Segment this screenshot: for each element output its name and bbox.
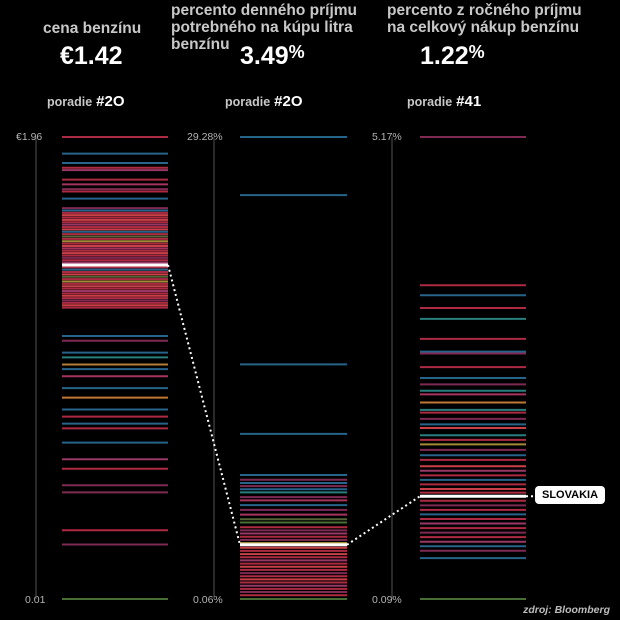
- connector-1-2: [167, 264, 241, 546]
- panel-2-rank-value: #2O: [274, 93, 303, 110]
- panel-3-axis-top: 5.17%: [372, 131, 402, 143]
- panel-1-value: €1.42: [60, 42, 123, 70]
- panel-2-value: 3.49%: [240, 42, 305, 71]
- panel-2-title: percento denného príjmu potrebného na kú…: [171, 2, 358, 53]
- panel-2-value-suffix: %: [288, 42, 305, 62]
- panel-3-rank: poradie #41: [407, 93, 481, 110]
- panel-2-rank-label: poradie: [225, 95, 271, 109]
- panel-3-title: percento z ročného príjmu na celkový nák…: [387, 2, 582, 36]
- panel-3-value-suffix: %: [468, 42, 485, 62]
- panel-1-rank: poradie #2O: [47, 93, 125, 110]
- panel-1-title: cena benzínu: [43, 20, 142, 37]
- panel-1-rank-label: poradie: [47, 95, 93, 109]
- panel-1-axis-bottom: 0.01: [25, 594, 46, 606]
- source-note: zdroj: Bloomberg: [523, 604, 610, 616]
- panel-1-rank-value: #2O: [96, 93, 125, 110]
- slovakia-callout: SLOVAKIA: [535, 486, 606, 504]
- panel-3-rank-label: poradie: [407, 95, 453, 109]
- panel-2-rank: poradie #2O: [225, 93, 303, 110]
- panel-2-axis-bottom: 0.06%: [193, 594, 223, 606]
- panel-3-axis-bottom: 0.09%: [372, 594, 402, 606]
- panel-3-value-number: 1.22: [420, 42, 469, 70]
- panel-2-value-number: 3.49: [240, 42, 289, 70]
- connector-2-3: [346, 495, 421, 546]
- panel-3-value: 1.22%: [420, 42, 485, 71]
- panel-3-rank-value: #41: [456, 93, 482, 110]
